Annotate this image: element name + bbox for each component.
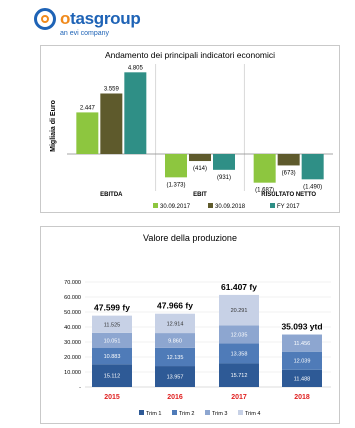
legend-swatch bbox=[139, 410, 144, 415]
data-label: (1.373) bbox=[166, 182, 185, 188]
bar bbox=[100, 93, 123, 154]
segment-label: 15.112 bbox=[104, 374, 120, 380]
logo-brand: otasgroup bbox=[60, 9, 141, 28]
segment-label: 13.358 bbox=[231, 351, 248, 357]
legend-label: 30.09.2017 bbox=[160, 204, 191, 210]
legend-swatch bbox=[270, 203, 275, 208]
legend-swatch bbox=[238, 410, 243, 415]
category-label: 2016 bbox=[167, 394, 183, 401]
total-label: 47.599 fy bbox=[94, 303, 130, 313]
y-tick-label: 70.000 bbox=[64, 280, 81, 286]
total-label: 47.966 fy bbox=[157, 301, 193, 311]
legend-swatch bbox=[208, 203, 213, 208]
stack-segment bbox=[92, 332, 132, 349]
y-tick-label: 40.000 bbox=[64, 325, 81, 331]
legend-label: Trim 3 bbox=[212, 411, 227, 417]
stack-segment bbox=[219, 294, 259, 326]
y-tick-label: 30.000 bbox=[64, 340, 81, 346]
data-label: 4.805 bbox=[128, 65, 144, 71]
bar bbox=[76, 112, 99, 154]
legend-label: 30.09.2018 bbox=[215, 204, 246, 210]
total-label: 61.407 fy bbox=[221, 282, 257, 292]
stack-segment bbox=[219, 325, 259, 344]
data-label: (931) bbox=[217, 175, 231, 181]
segment-label: 9.860 bbox=[168, 338, 182, 344]
production-chart: Valore della produzione - 10.000 20.000 30.0… bbox=[64, 233, 331, 417]
data-label: 2.447 bbox=[80, 105, 96, 111]
bar bbox=[253, 154, 276, 183]
bar bbox=[189, 154, 211, 162]
stack-segment bbox=[155, 366, 195, 387]
data-label: (1.490) bbox=[303, 184, 322, 190]
data-label: (673) bbox=[282, 170, 296, 176]
chart-title: Valore della produzione bbox=[143, 233, 237, 243]
legend-label: FY 2017 bbox=[277, 204, 300, 210]
category-label: EBIT bbox=[193, 192, 207, 198]
data-label: (414) bbox=[193, 166, 207, 172]
segment-label: 12.039 bbox=[294, 359, 311, 365]
bar bbox=[124, 72, 147, 154]
segment-label: 10.883 bbox=[104, 354, 121, 360]
category-label: RISULTATO NETTO bbox=[261, 192, 316, 198]
category-label: 2015 bbox=[104, 394, 120, 401]
legend-label: Trim 1 bbox=[146, 411, 161, 417]
data-label: 3.559 bbox=[104, 86, 120, 92]
segment-label: 11.488 bbox=[294, 376, 310, 382]
segment-label: 20.291 bbox=[231, 308, 248, 314]
indicators-chart: Andamento dei principali indicatori econ… bbox=[50, 50, 333, 210]
logo-subtitle: an evi company bbox=[60, 30, 110, 37]
stack-segment bbox=[282, 369, 322, 387]
y-tick-label: 10.000 bbox=[64, 370, 81, 376]
legend-swatch bbox=[153, 203, 158, 208]
production-chart-panel: Valore della produzione - 10.000 20.000 30.0… bbox=[40, 226, 340, 424]
stack-segment bbox=[92, 315, 132, 333]
stack-segment bbox=[282, 351, 322, 370]
segment-label: 12.035 bbox=[231, 332, 248, 338]
segment-label: 13.957 bbox=[167, 375, 184, 381]
stack-segment bbox=[219, 363, 259, 387]
y-tick-label: 60.000 bbox=[64, 295, 81, 301]
y-tick-label: 50.000 bbox=[64, 310, 81, 316]
legend-label: Trim 2 bbox=[179, 411, 194, 417]
bar bbox=[213, 154, 235, 170]
category-label: 2017 bbox=[231, 394, 247, 401]
y-tick-label: 20.000 bbox=[64, 355, 81, 361]
stack-segment bbox=[92, 364, 132, 387]
total-label: 35.093 ytd bbox=[281, 322, 322, 332]
data-label: (1.687) bbox=[255, 188, 274, 194]
logo-ring-icon bbox=[34, 8, 56, 30]
stack-segment bbox=[155, 347, 195, 367]
y-axis-label: Migliaia di Euro bbox=[50, 100, 57, 152]
stack-segment bbox=[92, 348, 132, 365]
tasgroup-logo: otasgroup an evi company bbox=[34, 8, 174, 40]
segment-label: 15.712 bbox=[231, 373, 248, 379]
bar bbox=[277, 154, 300, 166]
indicators-chart-panel: Andamento dei principali indicatori econ… bbox=[40, 45, 340, 213]
segment-label: 10.051 bbox=[104, 338, 121, 344]
legend-swatch bbox=[205, 410, 210, 415]
segment-label: 11.456 bbox=[294, 341, 310, 347]
stack-segment bbox=[155, 333, 195, 348]
segment-label: 12.135 bbox=[167, 355, 184, 361]
chart-title: Andamento dei principali indicatori econ… bbox=[105, 50, 275, 60]
y-tick-label: - bbox=[79, 385, 81, 391]
legend-label: Trim 4 bbox=[245, 411, 260, 417]
segment-label: 11.525 bbox=[104, 322, 120, 328]
stack-segment bbox=[282, 334, 322, 352]
stack-segment bbox=[219, 343, 259, 364]
category-label: 2018 bbox=[294, 394, 310, 401]
bar bbox=[301, 154, 324, 180]
legend-swatch bbox=[172, 410, 177, 415]
category-label: EBITDA bbox=[100, 192, 123, 198]
segment-label: 12.914 bbox=[167, 321, 184, 327]
bar bbox=[165, 154, 187, 178]
stack-segment bbox=[155, 313, 195, 334]
